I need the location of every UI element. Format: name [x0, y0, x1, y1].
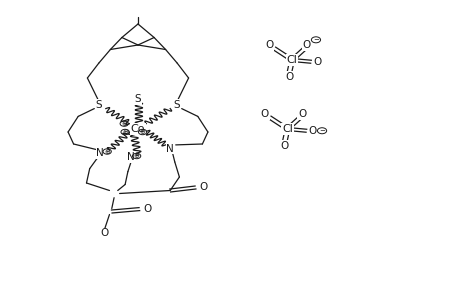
Text: ⊕: ⊕ — [104, 148, 110, 154]
Text: S: S — [134, 94, 141, 104]
Text: O: O — [199, 182, 207, 192]
Text: Cl: Cl — [286, 55, 297, 65]
Text: O: O — [313, 57, 321, 67]
Text: Co: Co — [130, 124, 145, 134]
Text: O: O — [280, 140, 288, 151]
Text: −: − — [319, 128, 324, 134]
Text: ⊕: ⊕ — [122, 129, 128, 135]
Text: S: S — [174, 100, 180, 110]
Text: ⊕: ⊕ — [134, 153, 139, 159]
Text: O: O — [265, 40, 273, 50]
Text: O: O — [297, 109, 306, 119]
Text: S: S — [95, 100, 102, 110]
Text: ⊕: ⊕ — [140, 129, 145, 135]
Text: N: N — [127, 152, 134, 163]
Text: ⊕: ⊕ — [121, 121, 127, 127]
Text: O: O — [302, 40, 310, 50]
Text: −: − — [313, 37, 318, 43]
Text: O: O — [285, 71, 293, 82]
Text: O: O — [101, 227, 109, 238]
Text: O: O — [308, 126, 316, 136]
Text: O: O — [143, 203, 151, 214]
Text: N: N — [166, 143, 174, 154]
Text: O: O — [260, 109, 269, 119]
Text: N: N — [96, 148, 104, 158]
Text: Cl: Cl — [281, 124, 292, 134]
